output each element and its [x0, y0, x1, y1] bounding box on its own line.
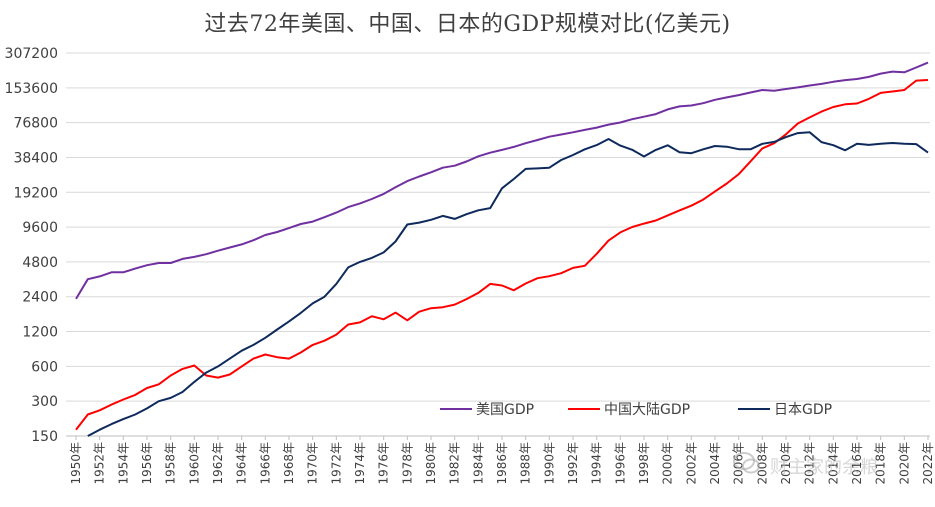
- x-tick-label: 1990年: [542, 442, 556, 485]
- x-tick-label: 1978年: [400, 442, 414, 485]
- x-tick-label: 1958年: [164, 442, 178, 485]
- x-tick-label: 1986年: [495, 442, 509, 485]
- x-tick-label: 1966年: [258, 442, 272, 485]
- watermark-text: 财主家的余粮: [770, 457, 878, 478]
- x-tick-label: 1974年: [353, 442, 367, 485]
- x-tick-label: 1960年: [187, 442, 201, 485]
- x-tick-label: 1996年: [613, 442, 627, 485]
- x-tick-label: 1952年: [93, 442, 107, 485]
- x-tick-label: 1998年: [637, 442, 651, 485]
- x-tick-label: 2010年: [779, 442, 793, 485]
- y-tick-label: 76800: [13, 116, 58, 132]
- x-tick-label: 2004年: [708, 442, 722, 485]
- y-tick-label: 38400: [13, 150, 58, 166]
- x-tick-label: 2016年: [850, 442, 864, 485]
- x-tick-label: 2012年: [803, 442, 817, 485]
- x-tick-label: 1992年: [566, 442, 580, 485]
- x-tick-label: 2020年: [897, 442, 911, 485]
- x-tick-label: 1962年: [211, 442, 225, 485]
- legend-label-1: 中国大陆GDP: [604, 402, 690, 418]
- x-tick-label: 1980年: [424, 442, 438, 485]
- y-axis-ticks: 150 300 600 1200 2400 4800 9600 19200 38400 76800…: [5, 46, 58, 445]
- x-tick-label: 1994年: [590, 442, 604, 485]
- x-tick-label: 2008年: [755, 442, 769, 485]
- x-tick-label: 1964年: [235, 442, 249, 485]
- y-tick-label: 1200: [22, 325, 58, 341]
- x-tick-label: 1984年: [471, 442, 485, 485]
- x-tick-label: 1972年: [329, 442, 343, 485]
- x-tick-label: 1982年: [448, 442, 462, 485]
- x-tick-label: 2014年: [826, 442, 840, 485]
- series-line-0: [75, 61, 929, 300]
- y-tick-label: 9600: [22, 220, 58, 236]
- x-tick-label: 1954年: [116, 442, 130, 485]
- series-line-1: [75, 79, 929, 431]
- chart-title: 过去72年美国、中国、日本的GDP规模对比(亿美元): [204, 12, 731, 37]
- legend-label-2: 日本GDP: [774, 402, 832, 418]
- series-layer: [75, 61, 929, 437]
- x-tick-label: 2000年: [661, 442, 675, 485]
- gridlines: [66, 52, 930, 402]
- x-tick-label: 2022年: [921, 442, 935, 485]
- y-tick-label: 19200: [13, 185, 58, 201]
- x-tick-label: 1976年: [377, 442, 391, 485]
- x-tick-label: 2002年: [684, 442, 698, 485]
- x-tick-label: 1988年: [519, 442, 533, 485]
- x-tick-label: 1970年: [306, 442, 320, 485]
- x-tick-label: 2018年: [874, 442, 888, 485]
- legend-label-0: 美国GDP: [476, 402, 534, 418]
- y-tick-label: 153600: [5, 81, 58, 97]
- series-line-2: [87, 131, 929, 437]
- y-tick-label: 307200: [5, 46, 58, 62]
- y-tick-label: 600: [31, 359, 58, 375]
- wechat-logo-icon: [733, 452, 760, 474]
- x-tick-label: 1968年: [282, 442, 296, 485]
- x-tick-label: 1950年: [69, 442, 83, 485]
- y-tick-label: 2400: [22, 290, 58, 306]
- y-tick-label: 150: [31, 429, 58, 445]
- x-axis-ticks: 1950年 1952年 1954年 1956年 1958年 1960年 1962年 1964年…: [69, 436, 935, 485]
- y-tick-label: 300: [31, 394, 58, 410]
- y-tick-label: 4800: [22, 255, 58, 271]
- x-tick-label: 1956年: [140, 442, 154, 485]
- legend: 美国GDP 中国大陆GDP 日本GDP: [440, 402, 832, 418]
